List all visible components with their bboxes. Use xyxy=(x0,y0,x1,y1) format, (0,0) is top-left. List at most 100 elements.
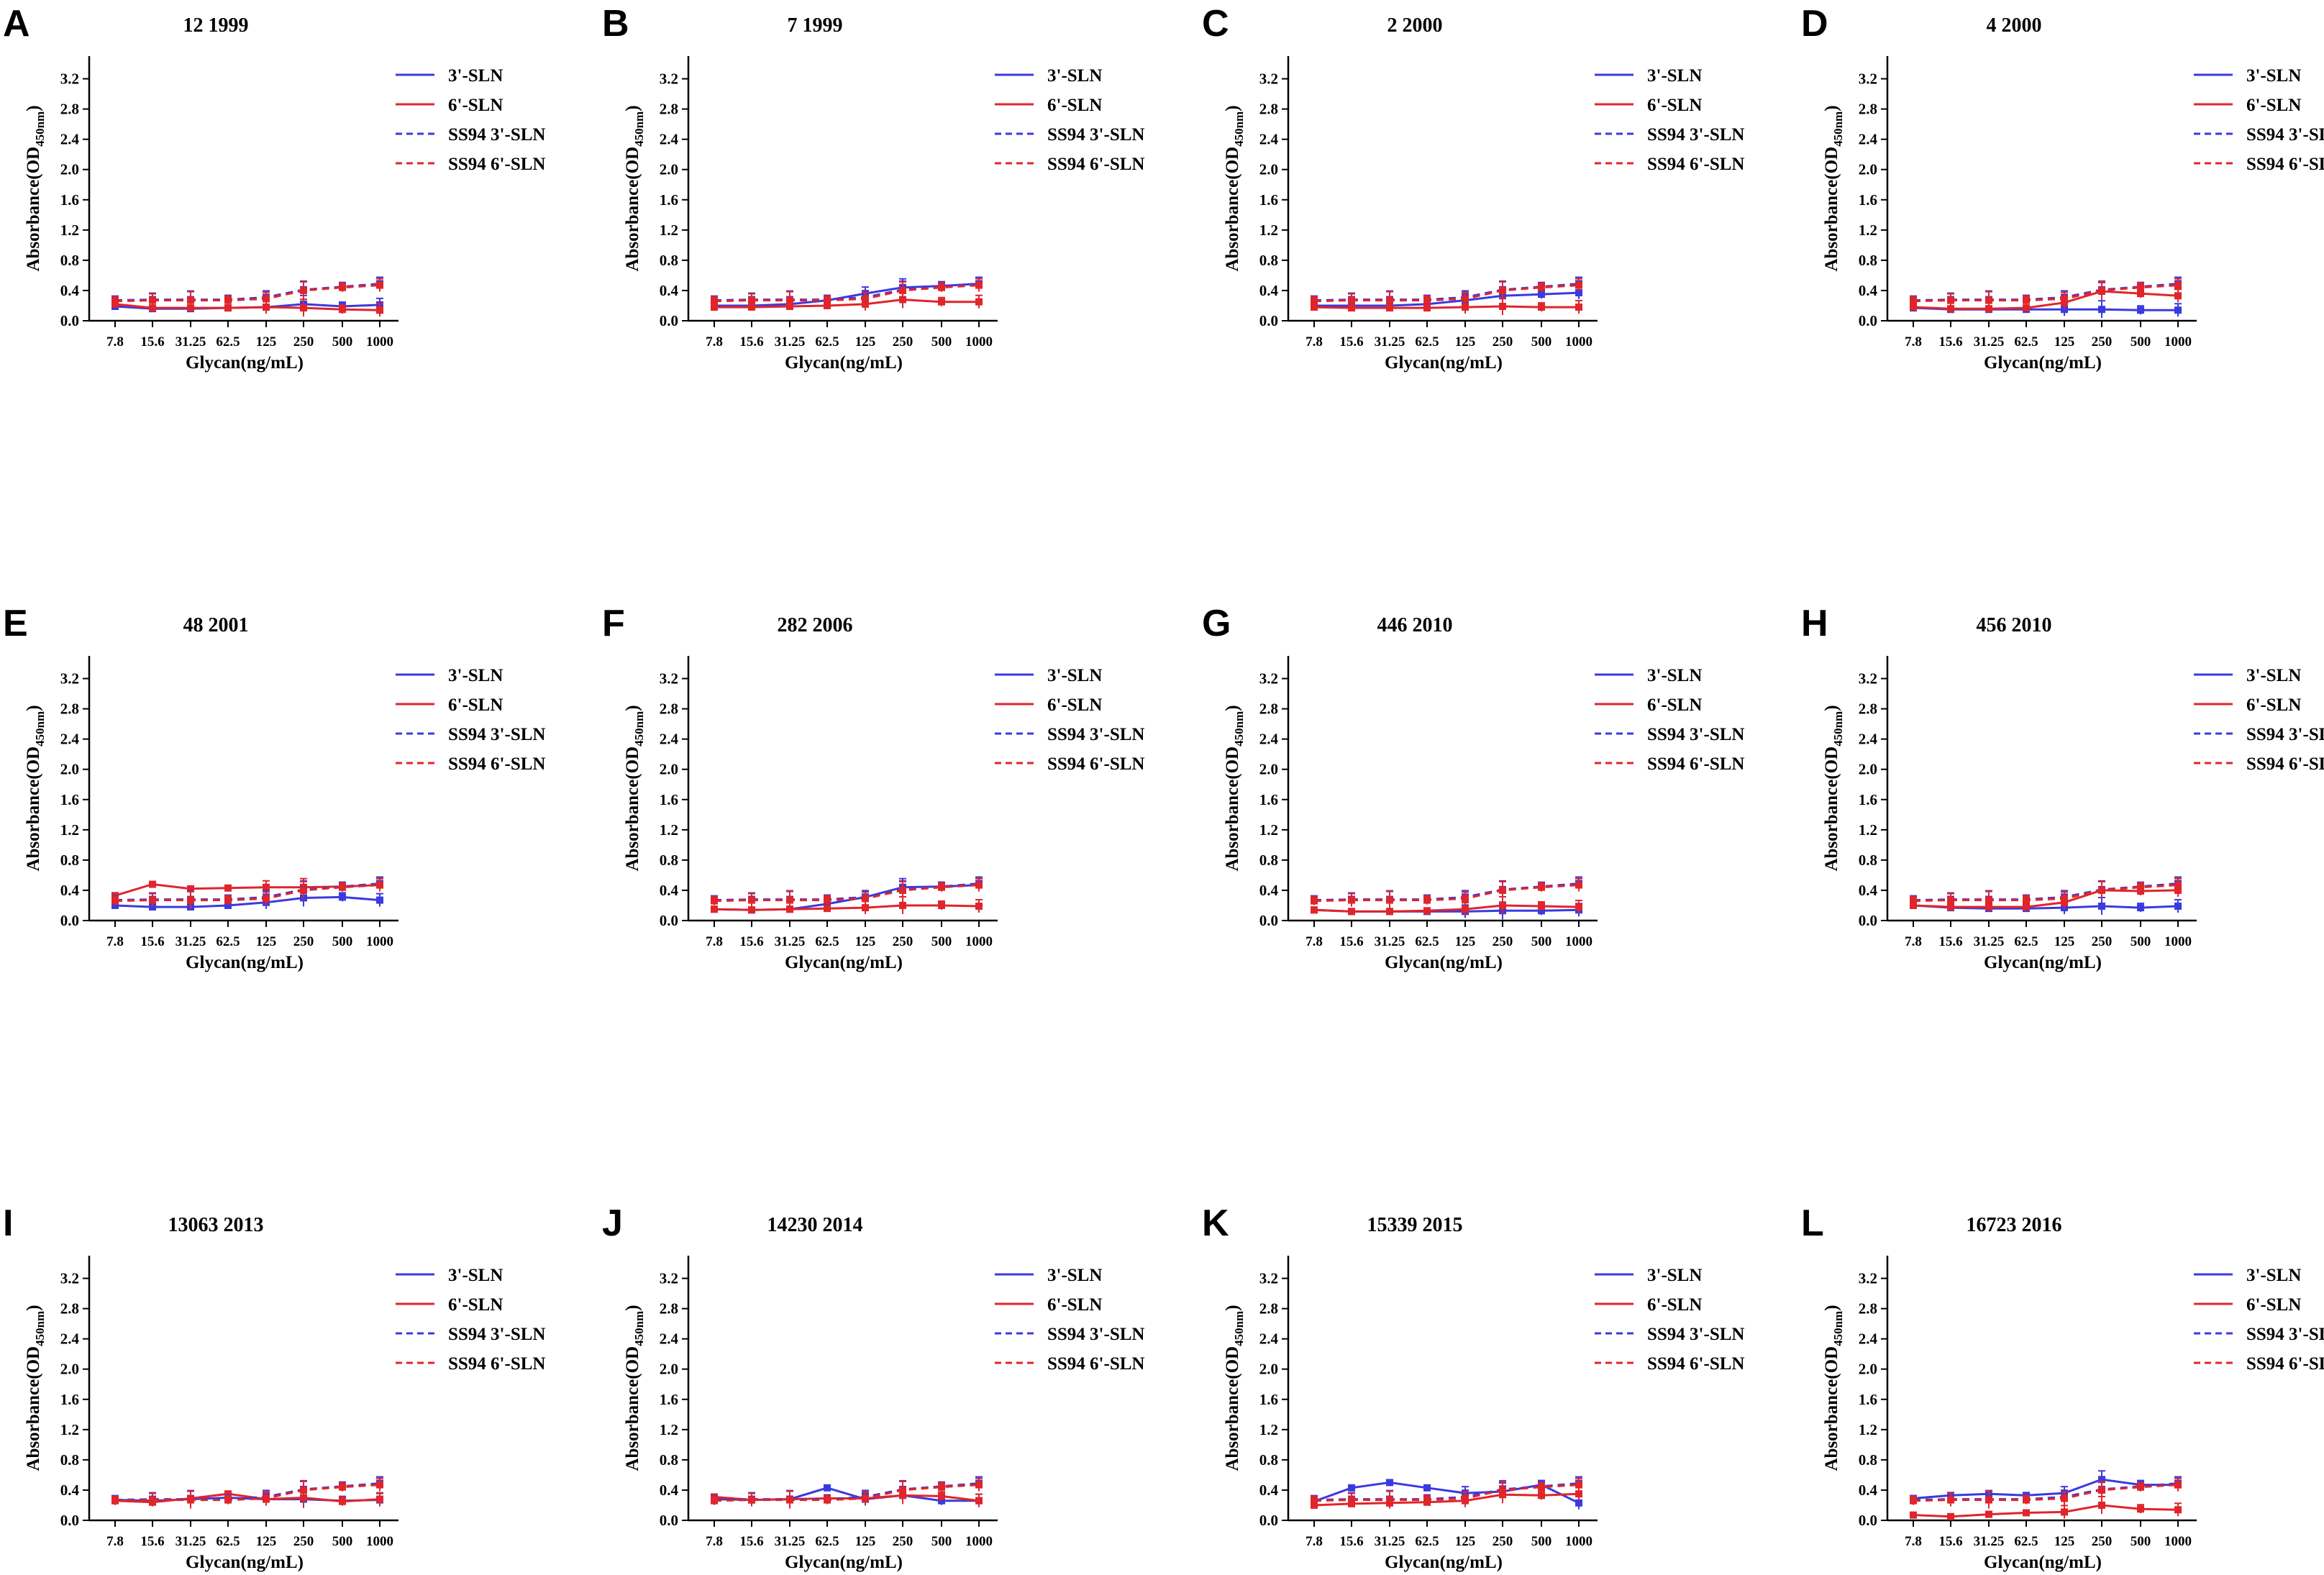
x-tick-label: 125 xyxy=(256,934,277,949)
x-axis-label: Glycan(ng/mL) xyxy=(1984,353,2102,373)
y-tick-label: 3.2 xyxy=(660,670,678,688)
y-tick-label: 2.0 xyxy=(1859,761,1877,778)
y-tick-label: 3.2 xyxy=(660,70,678,88)
y-tick-label: 0.8 xyxy=(660,852,678,869)
x-tick-label: 62.5 xyxy=(216,934,240,949)
chart-panel-b: B 7 1999 0.0 0.4 0.8 1.2 1.6 2.0 2.4 2.8 3.2 7.8 15.… xyxy=(602,3,1144,373)
chart-panel-l: L 16723 2016 0.0 0.4 0.8 1.2 1.6 2.0 2.4 2.8 3.2 7.… xyxy=(1801,1202,2324,1572)
y-axis-label-main: Absorbance(OD xyxy=(623,747,642,872)
y-axis-label-close: ) xyxy=(24,1305,43,1310)
x-tick-label: 250 xyxy=(293,1534,314,1549)
y-tick-label: 2.8 xyxy=(660,1300,678,1318)
y-tick-label: 0.8 xyxy=(60,852,79,869)
data-point xyxy=(824,905,831,913)
x-tick-label: 500 xyxy=(931,934,952,949)
y-tick-label: 2.0 xyxy=(660,761,678,778)
data-point xyxy=(786,905,793,913)
data-point xyxy=(1947,1512,1954,1520)
x-tick-label: 7.8 xyxy=(1905,334,1922,350)
legend-label-4: SS94 6'-SLN xyxy=(1647,1354,1744,1374)
x-tick-label: 250 xyxy=(1493,934,1513,949)
data-point xyxy=(1311,1501,1318,1509)
x-tick-label: 250 xyxy=(2092,1534,2113,1549)
series-line-2 xyxy=(1913,290,2179,310)
y-tick-label: 0.0 xyxy=(1259,312,1278,329)
x-tick-label: 7.8 xyxy=(706,334,723,350)
legend-label-1: 3'-SLN xyxy=(1647,1266,1702,1285)
legend-label-3: SS94 3'-SLN xyxy=(1647,1325,1744,1344)
data-point xyxy=(224,884,232,892)
y-tick-label: 2.4 xyxy=(1259,131,1279,148)
panel-title: 16723 2016 xyxy=(1967,1214,2062,1236)
data-point xyxy=(224,1490,232,1498)
panel-title: 446 2010 xyxy=(1377,614,1453,636)
x-tick-label: 31.25 xyxy=(775,934,806,949)
y-tick-label: 1.2 xyxy=(1859,222,1877,239)
y-tick-label: 0.8 xyxy=(1259,852,1278,869)
x-tick-label: 125 xyxy=(855,1534,876,1549)
chart-panel-h: H 456 2010 0.0 0.4 0.8 1.2 1.6 2.0 2.4 2.8 3.2 7.8 1… xyxy=(1801,603,2324,972)
legend-label-3: SS94 3'-SLN xyxy=(1647,725,1744,744)
legend-label-2: 6'-SLN xyxy=(1647,1295,1702,1315)
y-axis-label: Absorbance(OD450nm) xyxy=(1223,705,1246,871)
y-tick-label: 0.8 xyxy=(1259,1451,1278,1469)
data-point xyxy=(149,903,156,911)
x-tick-label: 15.6 xyxy=(1938,934,1962,949)
y-axis-label-close: ) xyxy=(1223,1305,1242,1310)
legend-label-3: SS94 3'-SLN xyxy=(1047,125,1144,145)
y-tick-label: 0.4 xyxy=(60,282,80,299)
y-tick-label: 3.2 xyxy=(1259,70,1278,88)
series-line-1 xyxy=(114,895,381,908)
x-tick-label: 250 xyxy=(293,934,314,949)
y-tick-label: 0.0 xyxy=(1859,312,1877,329)
data-point xyxy=(224,304,232,312)
y-axis-label-subscript: 450nm xyxy=(1831,1311,1845,1346)
x-tick-label: 125 xyxy=(855,334,876,350)
y-tick-label: 0.0 xyxy=(60,312,79,329)
x-tick-label: 250 xyxy=(293,334,314,350)
data-point xyxy=(1348,1484,1355,1492)
chart-panel-k: K 15339 2015 0.0 0.4 0.8 1.2 1.6 2.0 2.4 2.8 3.2 7.… xyxy=(1202,1202,1744,1572)
x-tick-label: 125 xyxy=(2054,1534,2075,1549)
x-axis-label: Glycan(ng/mL) xyxy=(1385,353,1503,373)
x-tick-label: 1000 xyxy=(2164,1534,2192,1549)
y-tick-label: 2.8 xyxy=(60,101,79,118)
y-tick-label: 1.2 xyxy=(1259,821,1278,839)
x-tick-label: 62.5 xyxy=(815,934,839,949)
series-line-2 xyxy=(1313,1492,1580,1507)
y-tick-label: 0.0 xyxy=(660,912,678,929)
y-tick-label: 1.2 xyxy=(1859,821,1877,839)
legend-label-2: 6'-SLN xyxy=(448,695,503,715)
y-tick-label: 3.2 xyxy=(1859,70,1877,88)
legend-label-1: 3'-SLN xyxy=(1647,66,1702,86)
legend-label-1: 3'-SLN xyxy=(2246,666,2301,685)
y-tick-label: 2.4 xyxy=(60,1330,80,1348)
y-tick-label: 2.4 xyxy=(1859,1330,1878,1348)
y-tick-label: 2.0 xyxy=(660,161,678,178)
y-tick-label: 0.8 xyxy=(1859,252,1877,269)
data-point xyxy=(111,901,119,909)
y-tick-label: 2.0 xyxy=(1259,1361,1278,1378)
y-tick-label: 0.8 xyxy=(60,252,79,269)
series-line-2 xyxy=(1313,305,1579,309)
data-point xyxy=(149,880,156,888)
legend-label-4: SS94 6'-SLN xyxy=(1047,1354,1144,1374)
data-point xyxy=(1386,908,1393,916)
x-tick-label: 500 xyxy=(332,934,353,949)
legend-label-3: SS94 3'-SLN xyxy=(2246,725,2324,744)
y-tick-label: 2.4 xyxy=(1859,131,1878,148)
x-tick-label: 31.25 xyxy=(1375,334,1405,350)
x-tick-label: 15.6 xyxy=(739,934,763,949)
series-line-4 xyxy=(714,284,980,303)
y-tick-label: 3.2 xyxy=(660,1270,678,1287)
legend-label-1: 3'-SLN xyxy=(1047,66,1102,86)
y-tick-label: 1.2 xyxy=(660,821,678,839)
y-tick-label: 1.2 xyxy=(60,821,79,839)
x-tick-label: 125 xyxy=(256,334,277,350)
y-axis-label: Absorbance(OD450nm) xyxy=(24,105,47,271)
legend-label-3: SS94 3'-SLN xyxy=(1047,1325,1144,1344)
y-tick-label: 2.8 xyxy=(1259,1300,1278,1318)
x-tick-label: 500 xyxy=(2131,334,2151,350)
x-tick-label: 31.25 xyxy=(775,334,806,350)
y-tick-label: 1.2 xyxy=(660,222,678,239)
